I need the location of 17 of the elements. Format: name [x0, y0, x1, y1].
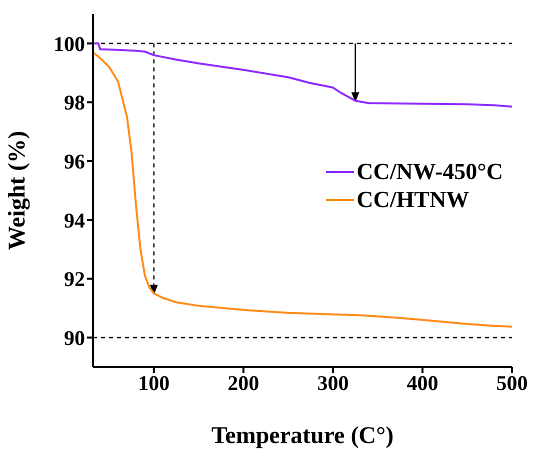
- x-axis-title: Temperature (C°): [211, 423, 394, 449]
- legend-label: CC/NW-450°C: [356, 158, 503, 186]
- x-tick-label: 200: [228, 370, 260, 395]
- y-tick-label: 100: [54, 32, 85, 56]
- y-axis-title: Weight (%): [4, 130, 31, 250]
- x-tick-label: 500: [496, 370, 528, 395]
- x-tick-label: 100: [138, 370, 170, 395]
- line-series: [93, 42, 512, 108]
- y-tick-label: 90: [64, 326, 85, 350]
- y-tick-label: 92: [64, 267, 85, 292]
- y-tick-label: 94: [64, 208, 86, 232]
- x-tick-label: 400: [406, 370, 438, 395]
- line-series: [93, 51, 512, 328]
- y-tick-label: 96: [64, 150, 85, 174]
- y-tick-label: 98: [64, 90, 85, 115]
- x-tick-label: 300: [317, 370, 349, 395]
- legend-label: CC/HTNW: [356, 186, 470, 214]
